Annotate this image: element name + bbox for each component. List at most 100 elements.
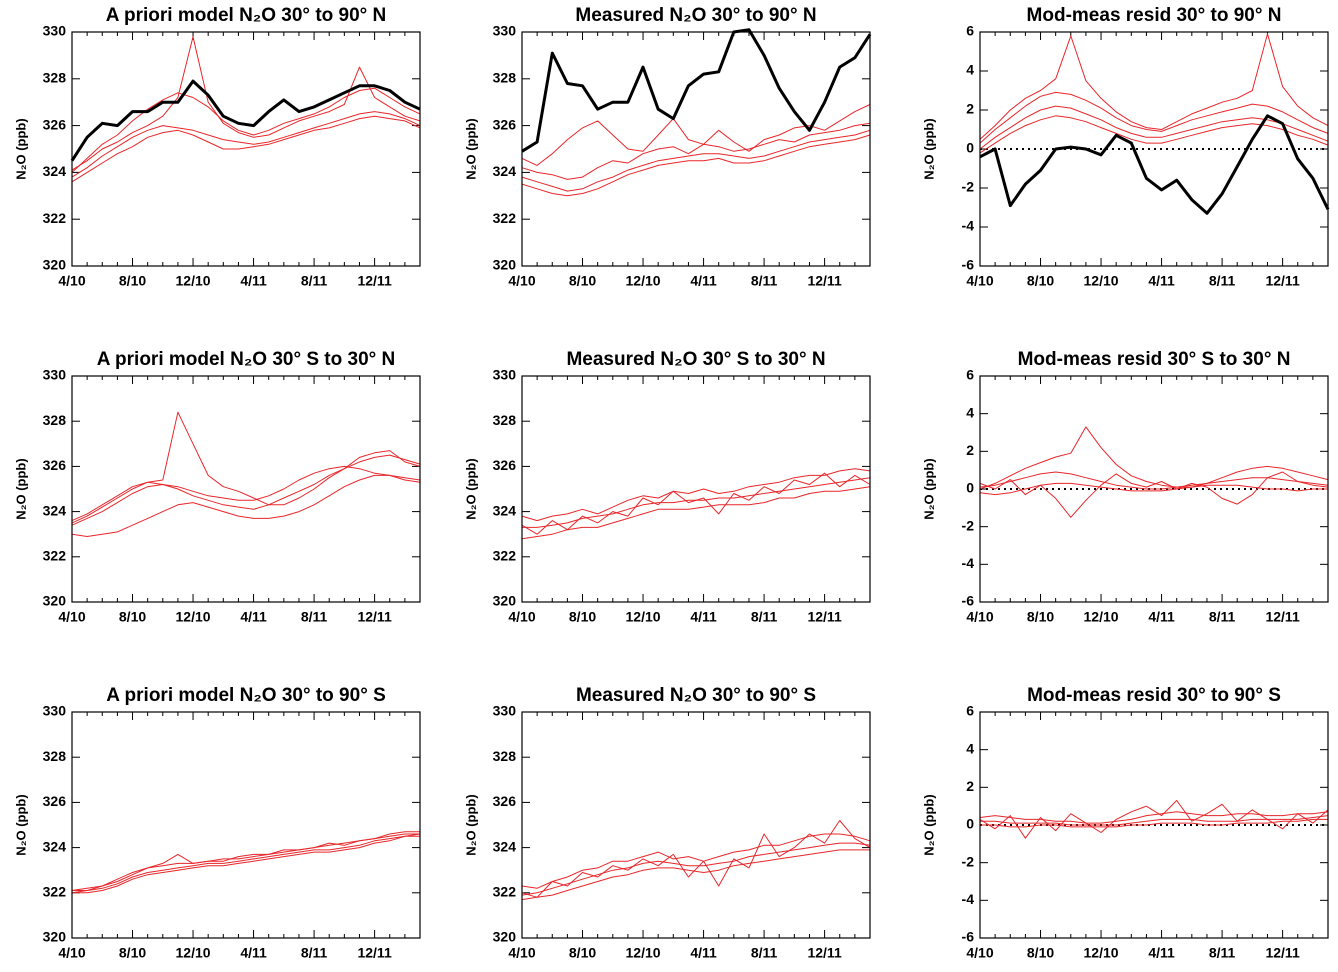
plot-frame: [521, 31, 871, 267]
y-axis-label: N₂O (ppb): [13, 118, 28, 179]
y-tick-label: 330: [43, 703, 67, 719]
y-tick-label: 330: [43, 367, 67, 383]
series-line: [71, 454, 421, 522]
panel-title: Mod-meas resid 30° S to 30° N: [1018, 349, 1291, 370]
y-tick-label: 324: [493, 838, 517, 854]
y-axis-label: N₂O (ppb): [463, 458, 478, 519]
series-line: [979, 811, 1329, 824]
panel-title: Measured N₂O 30° S to 30° N: [566, 349, 825, 370]
plot-frame: [979, 31, 1329, 267]
series-line: [72, 833, 421, 891]
y-tick-label: -4: [962, 555, 975, 571]
series-line: [71, 115, 421, 183]
panel-title: Mod-meas resid 30° to 90° S: [1027, 685, 1281, 706]
y-tick-label: 324: [43, 838, 67, 854]
panel: Measured N₂O 30° S to 30° N N₂O (ppb) 320 3…: [463, 349, 871, 625]
x-tick-label: 12/10: [176, 609, 211, 625]
series-line: [980, 815, 1329, 826]
y-tick-label: 0: [966, 140, 974, 156]
series-line: [71, 411, 421, 524]
x-tick-label: 8/10: [119, 609, 146, 625]
y-axis-label: N₂O (ppb): [463, 794, 478, 855]
series-line: [72, 835, 420, 894]
x-tick-label: 12/10: [626, 945, 661, 961]
series-line: [71, 111, 421, 178]
x-tick-label: 8/11: [1209, 609, 1236, 625]
x-tick-label: 4/10: [966, 609, 993, 625]
plot-frame: [521, 375, 871, 603]
y-tick-label: 6: [966, 23, 974, 39]
series-line: [521, 129, 871, 192]
x-tick-label: 12/11: [1265, 945, 1299, 961]
x-tick-label: 8/10: [119, 945, 146, 961]
y-tick-label: 2: [966, 442, 974, 458]
x-tick-label: 4/11: [1148, 945, 1175, 961]
y-tick-label: 328: [43, 70, 67, 86]
panel-title: Measured N₂O 30° to 90° N: [575, 5, 816, 26]
x-tick-label: 8/11: [751, 945, 778, 961]
y-tick-label: 330: [493, 367, 517, 383]
x-tick-label: 8/10: [1027, 945, 1054, 961]
panel: A priori model N₂O 30° S to 30° N N₂O (pp…: [13, 349, 421, 625]
y-tick-label: 324: [43, 163, 67, 179]
y-tick-label: 328: [493, 412, 517, 428]
series-line: [979, 800, 1329, 839]
x-tick-label: 12/11: [357, 273, 391, 289]
series-line: [979, 115, 1329, 154]
x-tick-label: 8/11: [1209, 945, 1236, 961]
x-tick-label: 4/11: [690, 609, 717, 625]
y-tick-label: 320: [43, 257, 67, 273]
x-tick-label: 4/10: [58, 273, 85, 289]
x-tick-label: 8/11: [751, 273, 778, 289]
series-line: [979, 482, 1328, 496]
y-tick-label: 322: [493, 210, 517, 226]
y-tick-label: 328: [43, 748, 67, 764]
y-tick-label: -2: [962, 517, 975, 533]
x-tick-label: 8/11: [301, 273, 328, 289]
x-tick-label: 12/11: [1265, 609, 1299, 625]
y-tick-label: 0: [966, 480, 974, 496]
x-tick-label: 12/11: [807, 609, 841, 625]
series-line: [521, 842, 871, 896]
x-tick-label: 12/10: [1084, 945, 1119, 961]
y-tick-label: 328: [493, 748, 517, 764]
series-line: [521, 134, 871, 197]
y-tick-label: 4: [966, 740, 974, 756]
x-tick-label: 4/10: [58, 609, 85, 625]
series-line: [979, 471, 1329, 518]
y-tick-label: 0: [966, 816, 974, 832]
series-line: [521, 472, 871, 535]
y-tick-label: 4: [966, 62, 974, 78]
plot-frame: [521, 711, 871, 939]
series-line: [521, 122, 871, 180]
y-tick-label: 326: [493, 457, 517, 473]
series-line: [979, 105, 1329, 150]
x-tick-label: 8/10: [569, 609, 596, 625]
y-tick-label: 328: [43, 412, 67, 428]
x-tick-label: 12/10: [1084, 609, 1119, 625]
plot-frame: [71, 375, 421, 603]
y-tick-label: -2: [962, 853, 975, 869]
y-tick-label: 326: [43, 457, 67, 473]
y-tick-label: -2: [962, 179, 975, 195]
series-line: [71, 831, 420, 891]
x-tick-label: 4/11: [690, 945, 717, 961]
series-line: [979, 33, 1329, 140]
x-tick-label: 4/10: [508, 609, 535, 625]
series-line: [521, 820, 871, 898]
series-line: [521, 468, 871, 522]
y-tick-label: 324: [43, 502, 67, 518]
y-tick-label: 6: [966, 703, 974, 719]
series-line: [71, 465, 421, 526]
y-tick-label: 330: [493, 23, 517, 39]
panel: Mod-meas resid 30° to 90° S N₂O (ppb) -6 -4…: [921, 685, 1329, 961]
series-line: [979, 426, 1329, 490]
x-tick-label: 8/10: [1027, 609, 1054, 625]
series-line: [521, 28, 872, 153]
y-axis-label: N₂O (ppb): [463, 118, 478, 179]
y-tick-label: 326: [43, 116, 67, 132]
panel: Measured N₂O 30° to 90° S N₂O (ppb) 320 322…: [463, 685, 871, 961]
panel-title: A priori model N₂O 30° to 90° N: [106, 5, 387, 26]
y-axis-label: N₂O (ppb): [13, 458, 28, 519]
